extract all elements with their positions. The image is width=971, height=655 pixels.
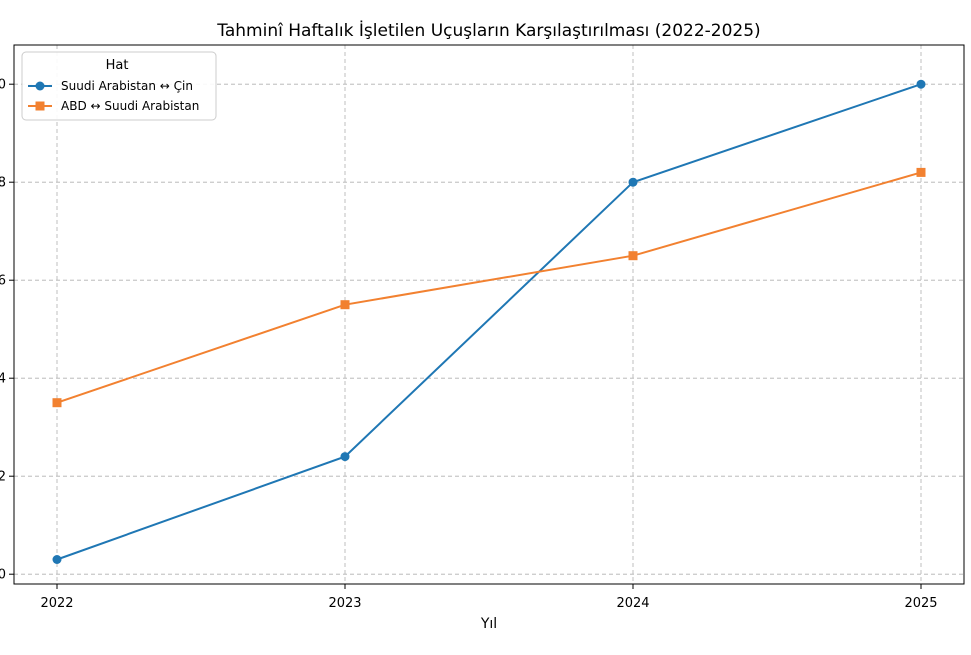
chart-title: Tahminî Haftalık İşletilen Uçuşların Kar… (216, 20, 760, 41)
legend-entry-1: Suudi Arabistan ↔ Çin (28, 79, 193, 93)
axis-ticks: 2022 2023 2024 2025 0 2 4 6 8 10 (0, 78, 938, 611)
x-tick-label: 2023 (328, 596, 361, 611)
series-line-2 (56, 171, 922, 404)
series-line-1 (56, 83, 922, 561)
plot-area-frame (13, 44, 965, 585)
legend-entry-2: ABD ↔ Suudi Arabistan (28, 99, 199, 113)
legend: Hat Suudi Arabistan ↔ Çin ABD ↔ Suudi Ar… (21, 51, 217, 121)
legend-label-2: ABD ↔ Suudi Arabistan (61, 99, 199, 113)
legend-box (21, 51, 217, 121)
legend-marker-2 (35, 101, 45, 111)
legend-marker-1 (35, 81, 45, 91)
y-tick-label: 10 (0, 78, 6, 93)
data-point-series-1 (916, 79, 926, 89)
grid (14, 45, 964, 584)
legend-title: Hat (106, 58, 129, 73)
series-layer (52, 79, 926, 564)
x-tick-label: 2025 (904, 596, 937, 611)
y-tick-label: 6 (0, 274, 6, 289)
legend-label-1: Suudi Arabistan ↔ Çin (61, 79, 193, 93)
y-tick-label: 2 (0, 470, 6, 485)
data-point-series-2 (52, 398, 62, 408)
data-point-series-1 (628, 177, 638, 187)
data-point-series-2 (628, 251, 638, 261)
y-tick-label: 0 (0, 568, 6, 583)
x-tick-label: 2024 (616, 596, 649, 611)
y-tick-label: 8 (0, 176, 6, 191)
y-tick-label: 4 (0, 372, 6, 387)
x-axis-label: Yıl (480, 616, 497, 632)
x-tick-label: 2022 (40, 596, 73, 611)
data-point-series-2 (916, 167, 926, 177)
data-point-series-2 (340, 300, 350, 310)
data-point-series-1 (52, 555, 62, 564)
data-point-series-1 (340, 452, 350, 462)
